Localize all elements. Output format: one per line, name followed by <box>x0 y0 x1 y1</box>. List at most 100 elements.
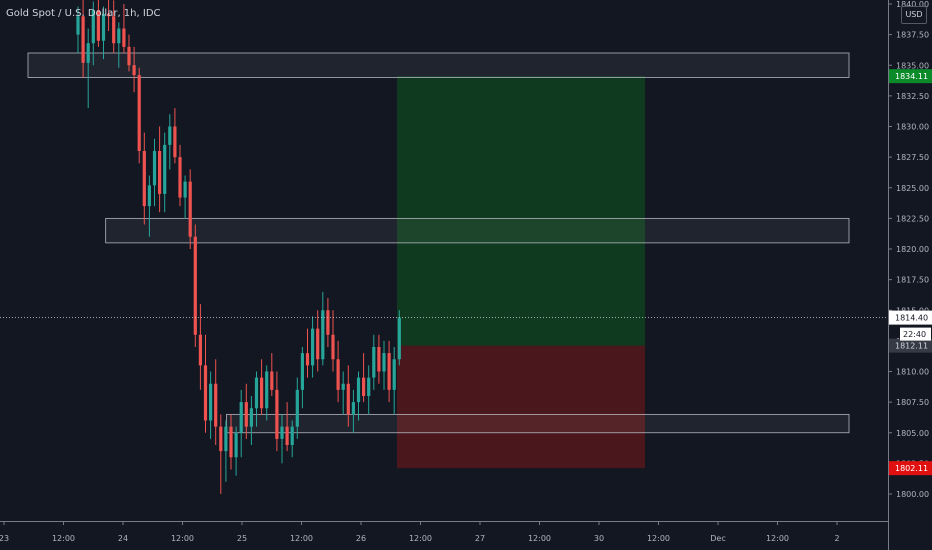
candle-body[interactable] <box>275 389 279 439</box>
candle-body[interactable] <box>316 328 320 360</box>
x-tick-label: 25 <box>237 534 247 543</box>
candle-body[interactable] <box>107 13 111 17</box>
candle-body[interactable] <box>173 126 177 158</box>
y-tick-label: 1820.00 <box>896 245 929 254</box>
candle-body[interactable] <box>265 371 269 409</box>
entry-price-label: 1812.11 <box>895 342 928 351</box>
candle-body[interactable] <box>244 402 248 427</box>
candle-body[interactable] <box>326 310 330 335</box>
stop-price-label: 1802.11 <box>895 464 928 473</box>
candle-body[interactable] <box>152 151 157 186</box>
candle-body[interactable] <box>137 75 141 151</box>
candle-body[interactable] <box>321 310 325 360</box>
candle-body[interactable] <box>300 353 304 390</box>
candle-body[interactable] <box>86 43 90 63</box>
candle-body[interactable] <box>193 236 197 335</box>
candle-body[interactable] <box>188 181 192 237</box>
candle-body[interactable] <box>147 185 151 207</box>
candle-body[interactable] <box>229 426 233 458</box>
candle-body[interactable] <box>76 16 80 35</box>
currency-button[interactable]: USD <box>901 6 927 24</box>
candle-body[interactable] <box>285 426 289 445</box>
support-resistance-zone[interactable] <box>27 52 850 78</box>
candle-body[interactable] <box>209 383 213 421</box>
current-price-label: 1814.40 <box>895 314 928 323</box>
candle-body[interactable] <box>311 328 315 366</box>
candle-body[interactable] <box>219 426 223 452</box>
y-tick-label: 1805.00 <box>896 429 929 438</box>
candle-body[interactable] <box>234 432 238 458</box>
candle-body[interactable] <box>198 334 202 366</box>
candle-body[interactable] <box>305 353 310 366</box>
candle-body[interactable] <box>341 383 345 390</box>
candle-body[interactable] <box>91 10 95 44</box>
candle-body[interactable] <box>96 10 100 41</box>
x-tick-label: 26 <box>356 534 366 543</box>
y-tick-label: 1807.50 <box>896 398 929 407</box>
candle-body[interactable] <box>249 408 253 427</box>
y-tick-label: 1810.00 <box>896 368 929 377</box>
y-tick-label: 1827.50 <box>896 153 929 162</box>
candle-body[interactable] <box>239 402 243 433</box>
candle-body[interactable] <box>270 371 274 390</box>
countdown-badge <box>900 327 931 341</box>
x-tick-label: 12:00 <box>409 534 432 543</box>
candle-body[interactable] <box>351 402 355 415</box>
candle-body[interactable] <box>132 65 136 76</box>
y-tick-label: 1835.00 <box>896 61 929 70</box>
candle-body[interactable] <box>203 365 208 421</box>
y-tick-label: 1800.00 <box>896 490 929 499</box>
y-tick-label: 1817.50 <box>896 276 929 285</box>
candle-body[interactable] <box>362 377 366 396</box>
x-tick-label: 12:00 <box>52 534 75 543</box>
candle-body[interactable] <box>382 353 386 372</box>
candle-body[interactable] <box>331 334 335 360</box>
y-tick-label: 1840.00 <box>896 0 929 9</box>
candle-body[interactable] <box>127 46 131 66</box>
candle-body[interactable] <box>214 383 218 427</box>
candle-body[interactable] <box>163 144 167 194</box>
stop-price-badge <box>889 461 932 476</box>
candle-body[interactable] <box>392 359 396 390</box>
x-tick-label: 12:00 <box>766 534 789 543</box>
x-tick-label: 12:00 <box>290 534 313 543</box>
current-price-badge <box>889 310 932 325</box>
candle-body[interactable] <box>377 347 381 372</box>
candle-body[interactable] <box>295 389 299 427</box>
countdown-label: 22:40 <box>903 330 926 339</box>
candle-body[interactable] <box>81 16 85 63</box>
y-tick-label: 1830.00 <box>896 123 929 132</box>
candle-body[interactable] <box>336 359 340 390</box>
x-tick-label: 2 <box>834 534 839 543</box>
x-tick-label: 12:00 <box>647 534 670 543</box>
y-tick-label: 1825.00 <box>896 184 929 193</box>
candle-body[interactable] <box>168 126 172 145</box>
candle-body[interactable] <box>260 377 264 409</box>
candle-body[interactable] <box>117 28 121 44</box>
candle-body[interactable] <box>158 151 162 194</box>
candle-body[interactable] <box>142 151 146 207</box>
target-price-badge <box>889 69 932 84</box>
candle-body[interactable] <box>178 157 182 198</box>
profit-zone[interactable] <box>397 76 645 346</box>
candle-body[interactable] <box>254 377 259 409</box>
candle-body[interactable] <box>112 16 116 44</box>
support-resistance-zone[interactable] <box>226 413 850 434</box>
candle-body[interactable] <box>372 347 376 378</box>
candle-body[interactable] <box>290 426 294 445</box>
candle-body[interactable] <box>387 353 391 390</box>
candle-body[interactable] <box>367 377 371 396</box>
candle-body[interactable] <box>224 426 228 452</box>
candle-body[interactable] <box>183 181 187 198</box>
candle-body[interactable] <box>356 377 361 403</box>
loss-zone[interactable] <box>397 345 645 469</box>
candle-body[interactable] <box>101 13 106 41</box>
candle-body[interactable] <box>397 317 401 360</box>
y-tick-label: 1837.50 <box>896 31 929 40</box>
support-resistance-zone[interactable] <box>105 217 850 244</box>
x-tick-label: 12:00 <box>528 534 551 543</box>
candle-body[interactable] <box>280 426 284 439</box>
candle-body[interactable] <box>346 383 350 415</box>
candle-body[interactable] <box>122 28 126 47</box>
